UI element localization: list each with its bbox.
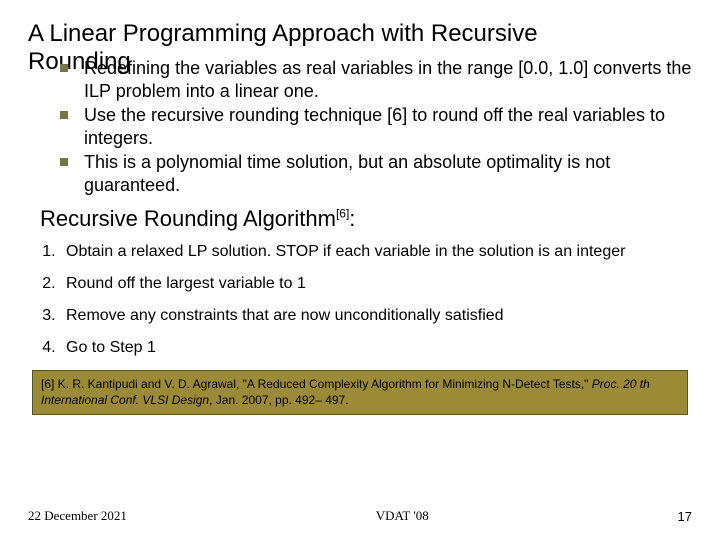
section-heading: Recursive Rounding Algorithm[6]: [40, 206, 692, 232]
section-heading-text: Recursive Rounding Algorithm [40, 206, 336, 231]
section-heading-tail: : [349, 206, 355, 231]
slide-title-line1: A Linear Programming Approach with Recur… [28, 20, 692, 48]
bullet-item: Redefining the variables as real variabl… [60, 57, 692, 102]
step-item: Go to Step 1 [60, 338, 692, 358]
footer-date: 22 December 2021 [28, 508, 127, 524]
bullet-list: Redefining the variables as real variabl… [28, 57, 692, 196]
footer: 22 December 2021 VDAT '08 17 [0, 508, 720, 524]
reference-box: [6] K. R. Kantipudi and V. D. Agrawal, "… [32, 370, 688, 415]
bullet-item: This is a polynomial time solution, but … [60, 151, 692, 196]
footer-center: VDAT '08 [376, 508, 429, 524]
numbered-list: Obtain a relaxed LP solution. STOP if ea… [28, 242, 692, 358]
reference-post: , Jan. 2007, pp. 492– 497. [209, 393, 348, 407]
bullet-item: Use the recursive rounding technique [6]… [60, 104, 692, 149]
step-item: Remove any constraints that are now unco… [60, 306, 692, 326]
reference-pre: [6] K. R. Kantipudi and V. D. Agrawal, "… [41, 377, 592, 391]
step-item: Obtain a relaxed LP solution. STOP if ea… [60, 242, 692, 262]
step-item: Round off the largest variable to 1 [60, 274, 692, 294]
footer-page: 17 [678, 509, 692, 524]
section-heading-sup: [6] [336, 207, 349, 221]
